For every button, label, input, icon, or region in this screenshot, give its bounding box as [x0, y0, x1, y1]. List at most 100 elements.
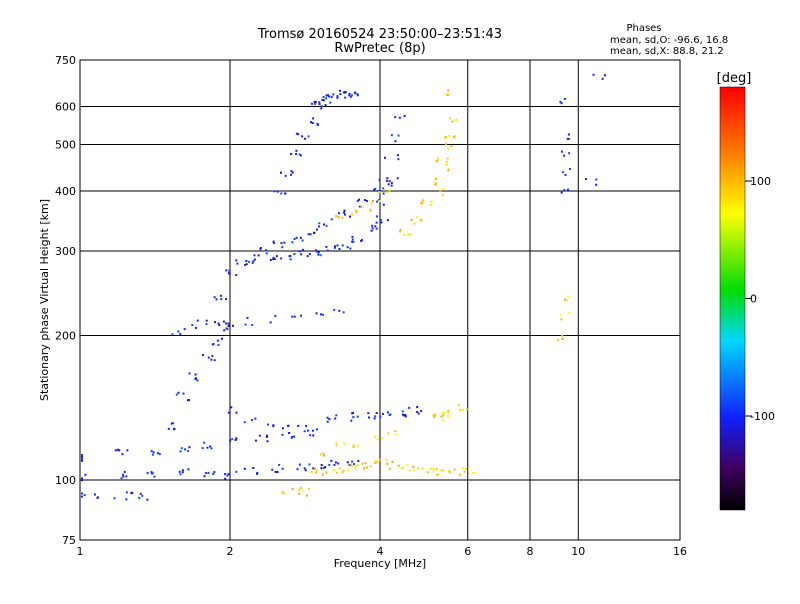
data-point-o: [376, 215, 378, 218]
data-point-o: [386, 219, 389, 222]
grid-lines: [80, 60, 680, 540]
data-point-o: [348, 464, 351, 466]
data-point-o: [297, 424, 300, 427]
data-point-o: [374, 225, 377, 228]
data-point-x: [387, 432, 390, 435]
data-point-o: [420, 410, 423, 413]
data-point-x: [471, 472, 474, 474]
data-point-o: [321, 98, 324, 101]
data-point-o: [404, 415, 407, 418]
data-point-o: [220, 337, 223, 340]
data-point-o: [374, 187, 377, 190]
data-point-x: [347, 469, 350, 472]
data-point-o: [344, 91, 347, 93]
data-point-x: [403, 233, 406, 236]
data-point-x: [397, 464, 400, 467]
data-point-o: [306, 429, 309, 432]
data-point-o: [290, 153, 293, 155]
data-point-x: [439, 469, 442, 472]
data-point-o: [81, 455, 83, 458]
data-point-o: [326, 249, 329, 252]
data-point-o: [301, 239, 304, 242]
data-point-o: [329, 101, 332, 104]
data-point-o: [343, 209, 346, 212]
data-point-o: [417, 412, 420, 415]
data-point-o: [295, 236, 298, 239]
y-tick-label: 75: [62, 534, 76, 547]
data-point-o: [382, 203, 385, 206]
data-point-x: [432, 414, 435, 417]
data-point-o: [324, 466, 327, 469]
data-point-o: [215, 298, 218, 301]
data-point-o: [325, 97, 328, 100]
data-point-o: [330, 96, 333, 98]
data-point-o: [316, 122, 319, 125]
data-point-x: [445, 163, 448, 166]
data-point-o: [235, 437, 238, 440]
data-point-o: [125, 491, 128, 494]
data-point-o: [235, 470, 238, 473]
data-point-o: [265, 249, 267, 252]
data-point-x: [314, 467, 316, 470]
data-point-o: [320, 313, 322, 316]
data-point-o: [301, 135, 304, 138]
data-point-x: [445, 93, 448, 96]
data-point-x: [453, 136, 456, 139]
data-point-x: [412, 466, 415, 468]
data-point-x: [298, 492, 301, 495]
data-point-x: [407, 233, 410, 236]
data-point-x: [335, 472, 338, 474]
data-point-x: [378, 191, 381, 193]
chart-title: Tromsø 20160524 23:50:00–23:51:43: [257, 27, 502, 42]
data-point-o: [382, 187, 385, 190]
data-point-o: [389, 413, 392, 416]
data-point-x: [430, 200, 433, 203]
data-point-x: [322, 452, 325, 455]
data-point-x: [567, 295, 570, 298]
data-point-x: [355, 209, 358, 212]
data-point-o: [271, 468, 274, 471]
data-point-o: [212, 343, 215, 345]
data-point-o: [251, 261, 254, 264]
data-point-o: [394, 116, 397, 119]
data-point-o: [179, 473, 182, 476]
data-point-o: [346, 246, 349, 249]
y-tick-label: 300: [55, 245, 76, 258]
data-point-o: [334, 245, 336, 248]
data-point-o: [293, 315, 296, 318]
data-point-x: [420, 218, 423, 221]
data-point-o: [227, 473, 230, 475]
data-point-o: [243, 421, 246, 424]
data-point-o: [158, 453, 161, 456]
data-point-o: [152, 451, 155, 454]
data-point-o: [225, 298, 227, 301]
data-point-o: [396, 154, 399, 157]
data-point-o: [236, 262, 239, 265]
y-tick-label: 500: [55, 139, 76, 152]
data-point-o: [232, 324, 234, 327]
x-tick-label: 16: [673, 545, 687, 558]
data-point-o: [318, 222, 321, 225]
data-point-o: [595, 183, 598, 186]
data-point-o: [333, 246, 336, 249]
data-point-o: [167, 427, 170, 430]
data-point-o: [216, 339, 219, 342]
x-tick-label: 2: [227, 545, 234, 558]
data-point-x: [402, 466, 405, 469]
data-point-x: [321, 473, 324, 476]
data-point-x: [341, 471, 344, 474]
data-point-o: [146, 498, 149, 501]
data-point-o: [188, 372, 191, 375]
data-point-o: [350, 94, 353, 97]
data-point-o: [123, 470, 126, 473]
data-point-o: [560, 191, 563, 194]
data-point-x: [556, 339, 559, 342]
data-point-o: [312, 429, 314, 432]
data-point-o: [373, 188, 376, 191]
data-point-x: [466, 408, 469, 411]
data-point-o: [281, 433, 284, 436]
data-point-o: [353, 463, 355, 466]
colorbar: [719, 86, 746, 511]
data-point-o: [320, 107, 323, 110]
data-point-o: [364, 199, 366, 201]
